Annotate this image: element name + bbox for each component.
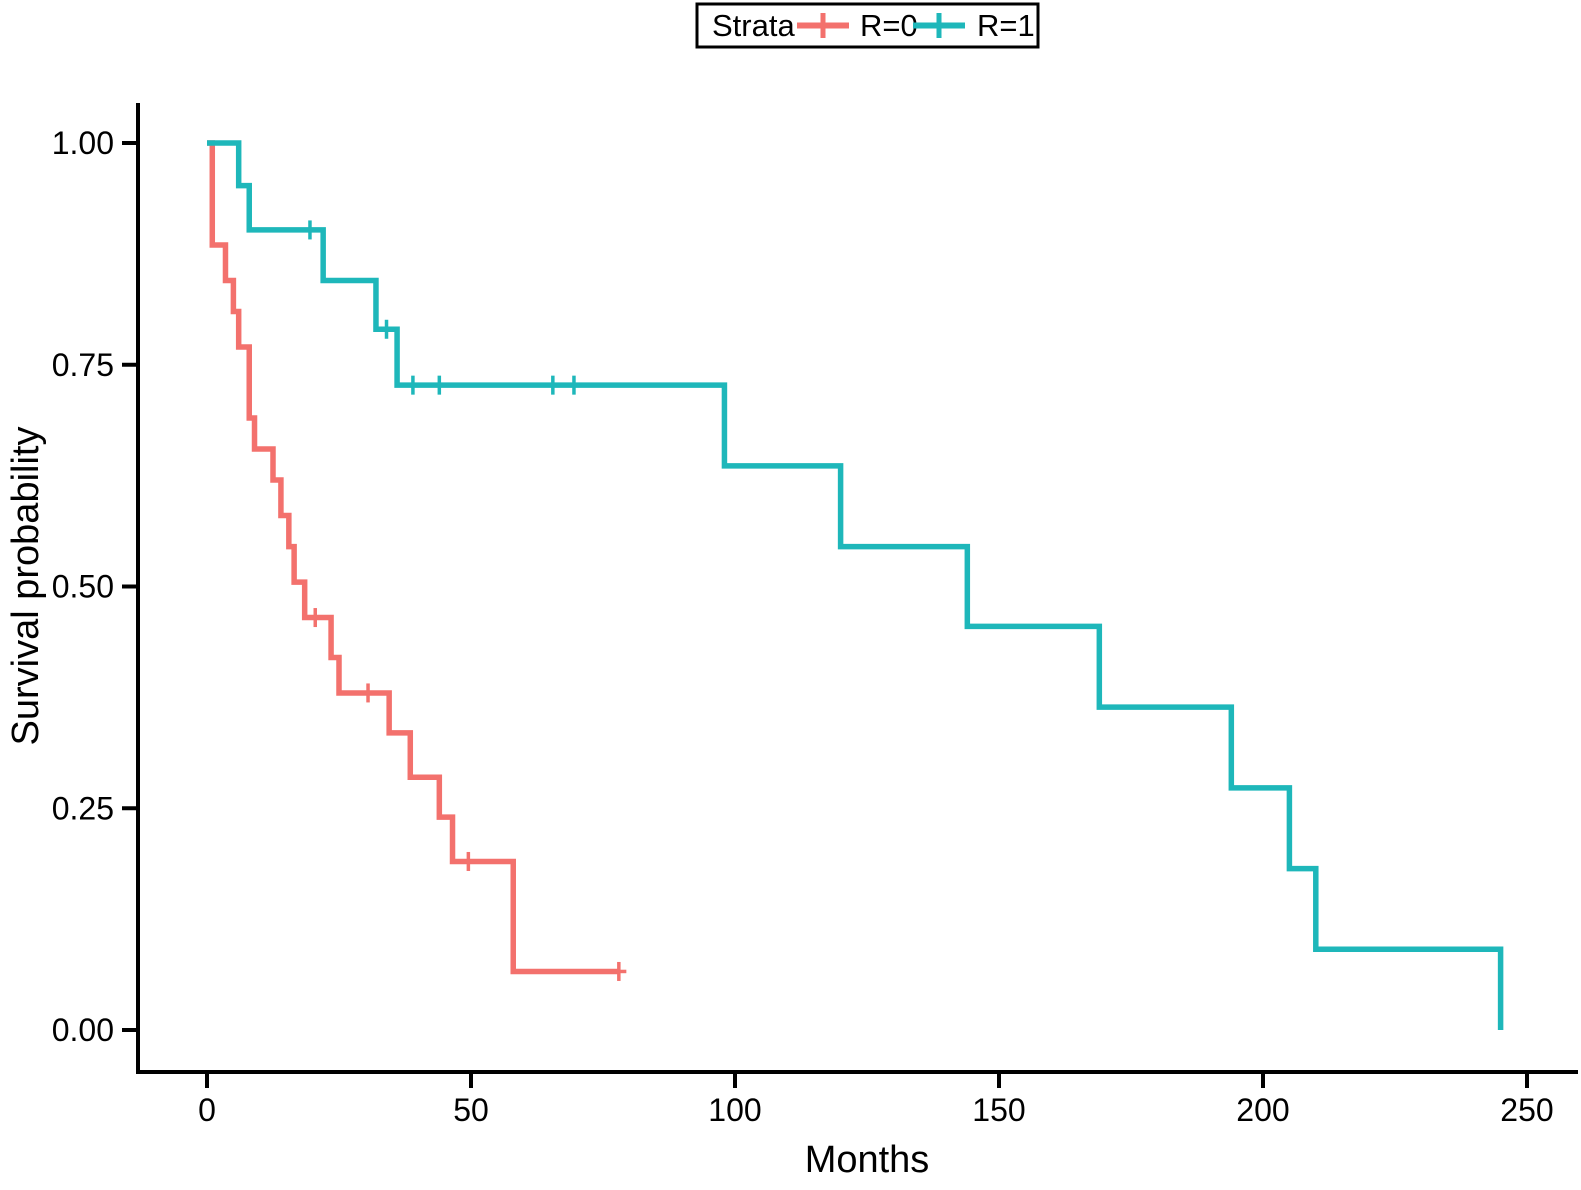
legend-label-r0: R=0 (860, 8, 918, 43)
y-axis-ticks: 1.00 0.75 0.50 0.25 0.00 (52, 125, 136, 1048)
legend-key-r0-icon (797, 13, 849, 38)
censor-plus-icon (307, 608, 323, 628)
censor-plus-icon (545, 375, 561, 395)
x-tick-label: 100 (708, 1092, 761, 1128)
x-axis-title: Months (805, 1139, 930, 1181)
censor-plus-icon (302, 220, 318, 240)
y-tick-label: 0.75 (52, 347, 114, 383)
axes (136, 103, 1578, 1074)
x-tick-label: 50 (453, 1092, 489, 1128)
x-tick-label: 250 (1500, 1092, 1553, 1128)
legend-box (695, 2, 1040, 49)
y-tick-label: 0.50 (52, 569, 114, 605)
x-tick-label: 0 (198, 1092, 216, 1128)
censor-plus-icon (460, 851, 476, 871)
censor-plus-icon (566, 375, 582, 395)
survival-curves (207, 140, 1504, 1030)
y-tick-label: 1.00 (52, 125, 114, 161)
censor-plus-icon (405, 375, 421, 395)
censor-plus-icon (431, 375, 447, 395)
legend-key-r1-icon (913, 13, 965, 38)
survival-curve-r0 (207, 140, 619, 975)
legend-title: Strata (712, 8, 795, 43)
censor-plus-icon (379, 319, 395, 339)
y-tick-label: 0.25 (52, 790, 114, 826)
y-tick-label: 0.00 (52, 1012, 114, 1048)
x-axis-ticks: 0 50 100 150 200 250 (198, 1074, 1554, 1128)
x-tick-label: 200 (1236, 1092, 1289, 1128)
x-tick-label: 150 (972, 1092, 1025, 1128)
legend-label-r1: R=1 (977, 8, 1035, 43)
censor-marks (302, 220, 627, 981)
censor-plus-icon (611, 961, 627, 981)
legend: Strata R=0 R=1 (695, 2, 1040, 49)
survival-curve-r1 (207, 140, 1504, 1030)
y-axis-title: Survival probability (5, 427, 47, 746)
censor-plus-icon (360, 683, 376, 703)
